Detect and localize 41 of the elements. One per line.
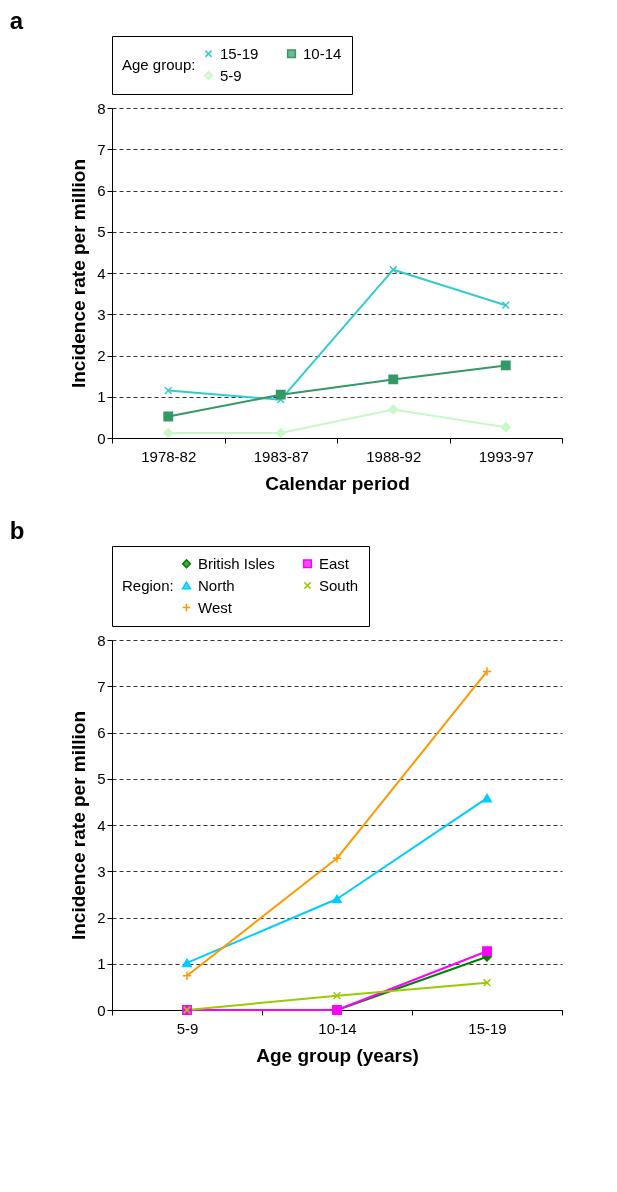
chart-title: a: [9, 6, 24, 34]
x-tick-label: 5-9: [176, 1019, 199, 1037]
legend-label: West: [198, 598, 233, 616]
y-tick-label: 8: [97, 99, 106, 117]
y-tick-label: 3: [97, 862, 106, 880]
y-tick-label: 1: [97, 388, 106, 406]
y-tick-label: 4: [97, 264, 106, 282]
x-axis-title: Age group (years): [256, 1044, 419, 1066]
x-tick-label: 15-19: [468, 1019, 507, 1037]
legend-label: East: [319, 554, 350, 572]
y-tick-label: 4: [97, 816, 106, 834]
y-tick-label: 8: [97, 631, 106, 649]
y-tick-label: 2: [97, 909, 106, 926]
y-tick-label: 5: [97, 223, 106, 241]
chart-title: b: [9, 516, 25, 544]
y-tick-label: 5: [97, 770, 106, 788]
x-tick-label: 1978-82: [141, 447, 197, 465]
y-tick-label: 0: [97, 429, 106, 447]
x-tick-label: 1993-97: [478, 447, 534, 465]
y-tick-label: 6: [97, 182, 106, 199]
y-tick-label: 2: [97, 347, 106, 364]
legend-title: Region:: [122, 577, 174, 594]
y-axis-title: Incidence rate per million: [68, 710, 90, 941]
x-tick-label: 1983-87: [253, 447, 309, 465]
legend-label: North: [198, 576, 235, 594]
legend-label: 5-9: [220, 66, 242, 84]
x-tick-label: 10-14: [318, 1019, 357, 1037]
y-tick-label: 6: [97, 724, 106, 741]
x-tick-label: 1988-92: [366, 447, 422, 465]
legend-label: South: [319, 576, 359, 594]
y-axis-title: Incidence rate per million: [68, 158, 90, 389]
y-tick-label: 7: [97, 677, 106, 695]
y-tick-label: 7: [97, 140, 106, 158]
legend-label: British Isles: [198, 554, 275, 572]
y-tick-label: 3: [97, 305, 106, 323]
x-axis-title: Calendar period: [265, 472, 410, 494]
legend-title: Age group:: [122, 56, 196, 73]
y-tick-label: 0: [97, 1001, 106, 1019]
legend-label: 15-19: [220, 44, 259, 62]
legend-label: 10-14: [303, 44, 342, 62]
y-tick-label: 1: [97, 955, 106, 973]
